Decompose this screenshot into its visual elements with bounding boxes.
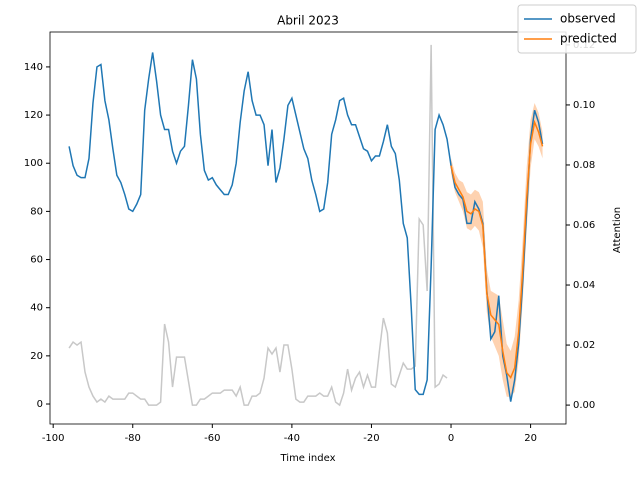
y-tick-label: 100 — [24, 158, 43, 169]
y2-tick-label: 0.10 — [573, 100, 595, 111]
y-tick-label: 40 — [30, 303, 43, 314]
attention-line — [68, 44, 448, 407]
series-line — [68, 52, 544, 402]
x-tick-label: -100 — [42, 433, 65, 444]
y-tick-label: 140 — [24, 62, 43, 73]
x-tick-label: -20 — [363, 433, 379, 444]
chart-title: Abril 2023 — [277, 14, 339, 28]
x-tick-label: 20 — [524, 433, 537, 444]
legend-box — [517, 4, 637, 54]
y-tick-label: 120 — [24, 110, 43, 121]
y2-tick-label: 0.04 — [573, 280, 595, 291]
y-tick-label: 80 — [30, 206, 43, 217]
legend-label: predicted — [560, 32, 617, 46]
y2-tick-label: 0.08 — [573, 160, 595, 171]
legend-label: observed — [560, 12, 616, 26]
x-tick-label: -80 — [125, 433, 141, 444]
prediction-band — [451, 103, 543, 397]
series-line — [450, 119, 544, 379]
y-tick-label: 0 — [37, 399, 43, 410]
y2-tick-label: 0.02 — [573, 340, 595, 351]
x-tick-label: -40 — [284, 433, 300, 444]
y2-tick-label: 0.06 — [573, 220, 595, 231]
y-tick-label: 60 — [30, 255, 43, 266]
y-tick-label: 20 — [30, 351, 43, 362]
plot-frame — [49, 31, 567, 425]
x-tick-label: 0 — [448, 433, 454, 444]
y2-tick-label: 0.00 — [573, 400, 595, 411]
x-axis-label: Time index — [279, 453, 335, 464]
y2-axis-label: Attention — [612, 207, 623, 253]
x-tick-label: -60 — [204, 433, 220, 444]
